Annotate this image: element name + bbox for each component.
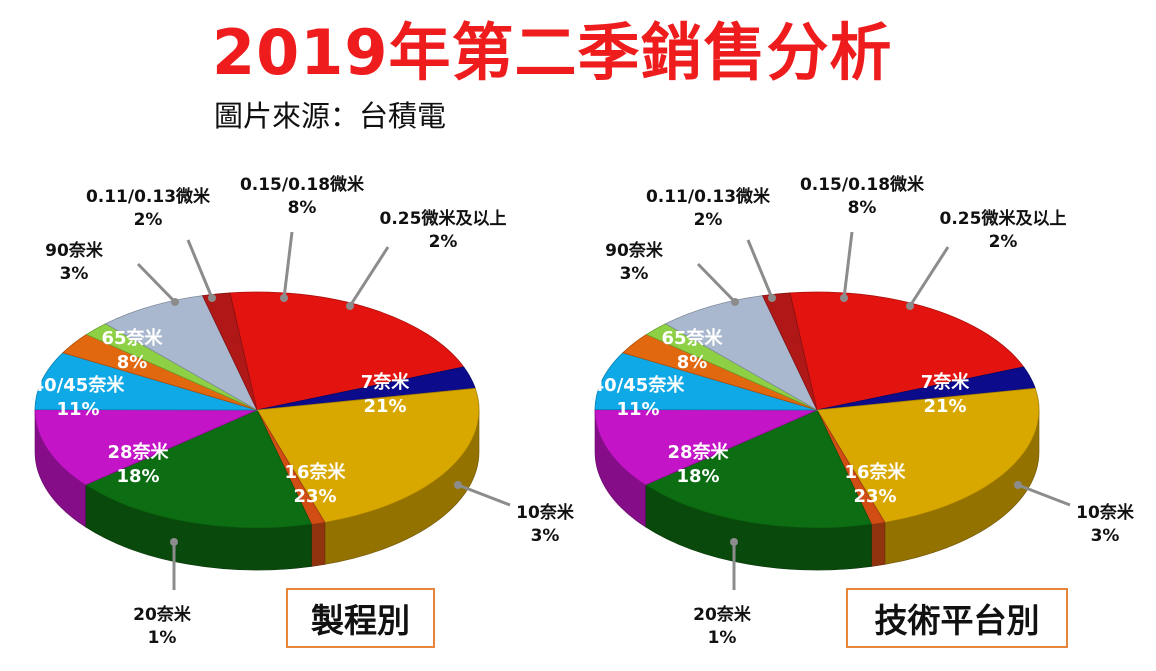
pie-slice-7 <box>789 291 1025 411</box>
leader-line-90 <box>136 262 177 304</box>
slice-pct-16: 23% <box>293 486 336 507</box>
slice-pct-7: 21% <box>363 396 406 417</box>
pie-side-20 <box>311 521 326 567</box>
leader-line-10 <box>457 483 511 507</box>
pie-slice-65 <box>594 352 818 411</box>
leader-dot-20 <box>170 538 178 546</box>
slice-label-90: 90奈米 <box>605 240 664 261</box>
slice-label-28: 28奈米 <box>667 441 729 463</box>
slice-label-20: 20奈米 <box>133 604 192 625</box>
leader-dot-0-11-0-13 <box>208 294 216 302</box>
slice-label-7: 7奈米 <box>921 371 971 393</box>
slice-label-0-25: 0.25微米及以上 <box>940 208 1067 229</box>
slice-pct-0-15-0-18: 8% <box>288 198 317 218</box>
slice-label-90: 90奈米 <box>45 240 104 261</box>
pie-slice-40-45 <box>34 409 258 486</box>
pie-slice-28 <box>84 409 313 529</box>
pie-chart-platform: 7奈米 21% 10奈米 3% 16奈米 23% 20奈米 1% 28奈米 18% 40/45奈米 1… <box>592 174 1135 648</box>
slice-pct-10: 3% <box>531 526 560 546</box>
pie-slice-0-15-0-18 <box>664 295 818 411</box>
slice-pct-28: 18% <box>676 466 719 487</box>
chart-caption-platform: 技術平台別 <box>846 588 1068 648</box>
slice-label-10: 10奈米 <box>1076 502 1135 523</box>
slice-label-0-15-0-18: 0.15/0.18微米 <box>800 174 925 195</box>
slice-label-0-11-0-13: 0.11/0.13微米 <box>646 186 771 207</box>
slice-pct-0-15-0-18: 8% <box>848 198 877 218</box>
pie-slice-40-45 <box>594 409 818 486</box>
slice-pct-20: 1% <box>708 628 737 648</box>
leader-dot-0-25 <box>906 302 914 310</box>
leader-dot-0-15-0-18 <box>280 294 288 302</box>
leader-line-0-11-0-13 <box>746 239 774 299</box>
slice-pct-16: 23% <box>853 486 896 507</box>
pie-slice-65 <box>34 352 258 411</box>
slice-pct-28: 18% <box>116 466 159 487</box>
slice-pct-0-25: 2% <box>989 232 1018 252</box>
slice-label-65: 65奈米 <box>101 327 163 349</box>
leader-dot-90 <box>731 298 739 306</box>
leader-line-0-25 <box>348 246 390 307</box>
page-title: 2019年第二季銷售分析 <box>212 16 893 89</box>
leader-line-0-11-0-13 <box>186 239 214 299</box>
leader-line-0-15-0-18 <box>842 231 854 299</box>
slice-label-16: 16奈米 <box>844 461 906 483</box>
leader-line-10 <box>1017 483 1071 507</box>
slice-pct-20: 1% <box>148 628 177 648</box>
slice-label-65: 65奈米 <box>661 327 723 349</box>
slice-pct-10: 3% <box>1091 526 1120 546</box>
slice-label-10: 10奈米 <box>516 502 575 523</box>
leader-line-90 <box>696 262 737 304</box>
pie-slice-0-15-0-18 <box>104 295 258 411</box>
slice-pct-0-11-0-13: 2% <box>694 210 723 230</box>
slice-label-40-45: 40/45奈米 <box>592 374 686 396</box>
leader-line-0-15-0-18 <box>282 231 294 299</box>
slice-label-40-45: 40/45奈米 <box>32 374 126 396</box>
chart-caption-process: 製程別 <box>286 588 435 648</box>
pie-slice-16 <box>816 387 1040 523</box>
slice-pct-65: 8% <box>677 352 708 373</box>
pie-labels: 7奈米 21% 10奈米 3% 16奈米 23% 20奈米 1% 28奈米 18% 40/45奈米 1… <box>32 174 575 648</box>
slice-pct-65: 8% <box>117 352 148 373</box>
slice-label-0-11-0-13: 0.11/0.13微米 <box>86 186 211 207</box>
slice-label-7: 7奈米 <box>361 371 411 393</box>
pie-slice-0-25 <box>201 292 258 411</box>
slice-label-20: 20奈米 <box>693 604 752 625</box>
pie-side-20 <box>871 521 886 567</box>
pie-slice-16 <box>256 387 480 523</box>
slice-pct-40-45: 11% <box>616 399 659 420</box>
slice-pct-7: 21% <box>923 396 966 417</box>
slice-pct-0-11-0-13: 2% <box>134 210 163 230</box>
leader-dot-0-15-0-18 <box>840 294 848 302</box>
pie-chart-process: 7奈米 21% 10奈米 3% 16奈米 23% 20奈米 1% 28奈米 18% 40/45奈米 1… <box>32 174 575 648</box>
leader-dot-0-11-0-13 <box>768 294 776 302</box>
slice-pct-90: 3% <box>620 264 649 284</box>
slice-pct-0-25: 2% <box>429 232 458 252</box>
slice-label-28: 28奈米 <box>107 441 169 463</box>
slice-label-0-15-0-18: 0.15/0.18微米 <box>240 174 365 195</box>
pie-slice-0-25 <box>761 292 818 411</box>
pie-slice-28 <box>644 409 873 529</box>
pie-top-faces <box>34 291 480 529</box>
pie-slice-7 <box>229 291 465 411</box>
leader-dot-10 <box>454 481 462 489</box>
leader-dot-20 <box>730 538 738 546</box>
pie-top-faces <box>594 291 1040 529</box>
leader-line-0-25 <box>908 246 950 307</box>
pie-labels: 7奈米 21% 10奈米 3% 16奈米 23% 20奈米 1% 28奈米 18% 40/45奈米 1… <box>592 174 1135 648</box>
source-caption: 圖片來源：台積電 <box>214 99 447 133</box>
leader-dot-10 <box>1014 481 1022 489</box>
slice-label-0-25: 0.25微米及以上 <box>380 208 507 229</box>
leader-dot-0-25 <box>346 302 354 310</box>
slice-pct-90: 3% <box>60 264 89 284</box>
slice-pct-40-45: 11% <box>56 399 99 420</box>
leader-dot-90 <box>171 298 179 306</box>
slice-label-16: 16奈米 <box>284 461 346 483</box>
